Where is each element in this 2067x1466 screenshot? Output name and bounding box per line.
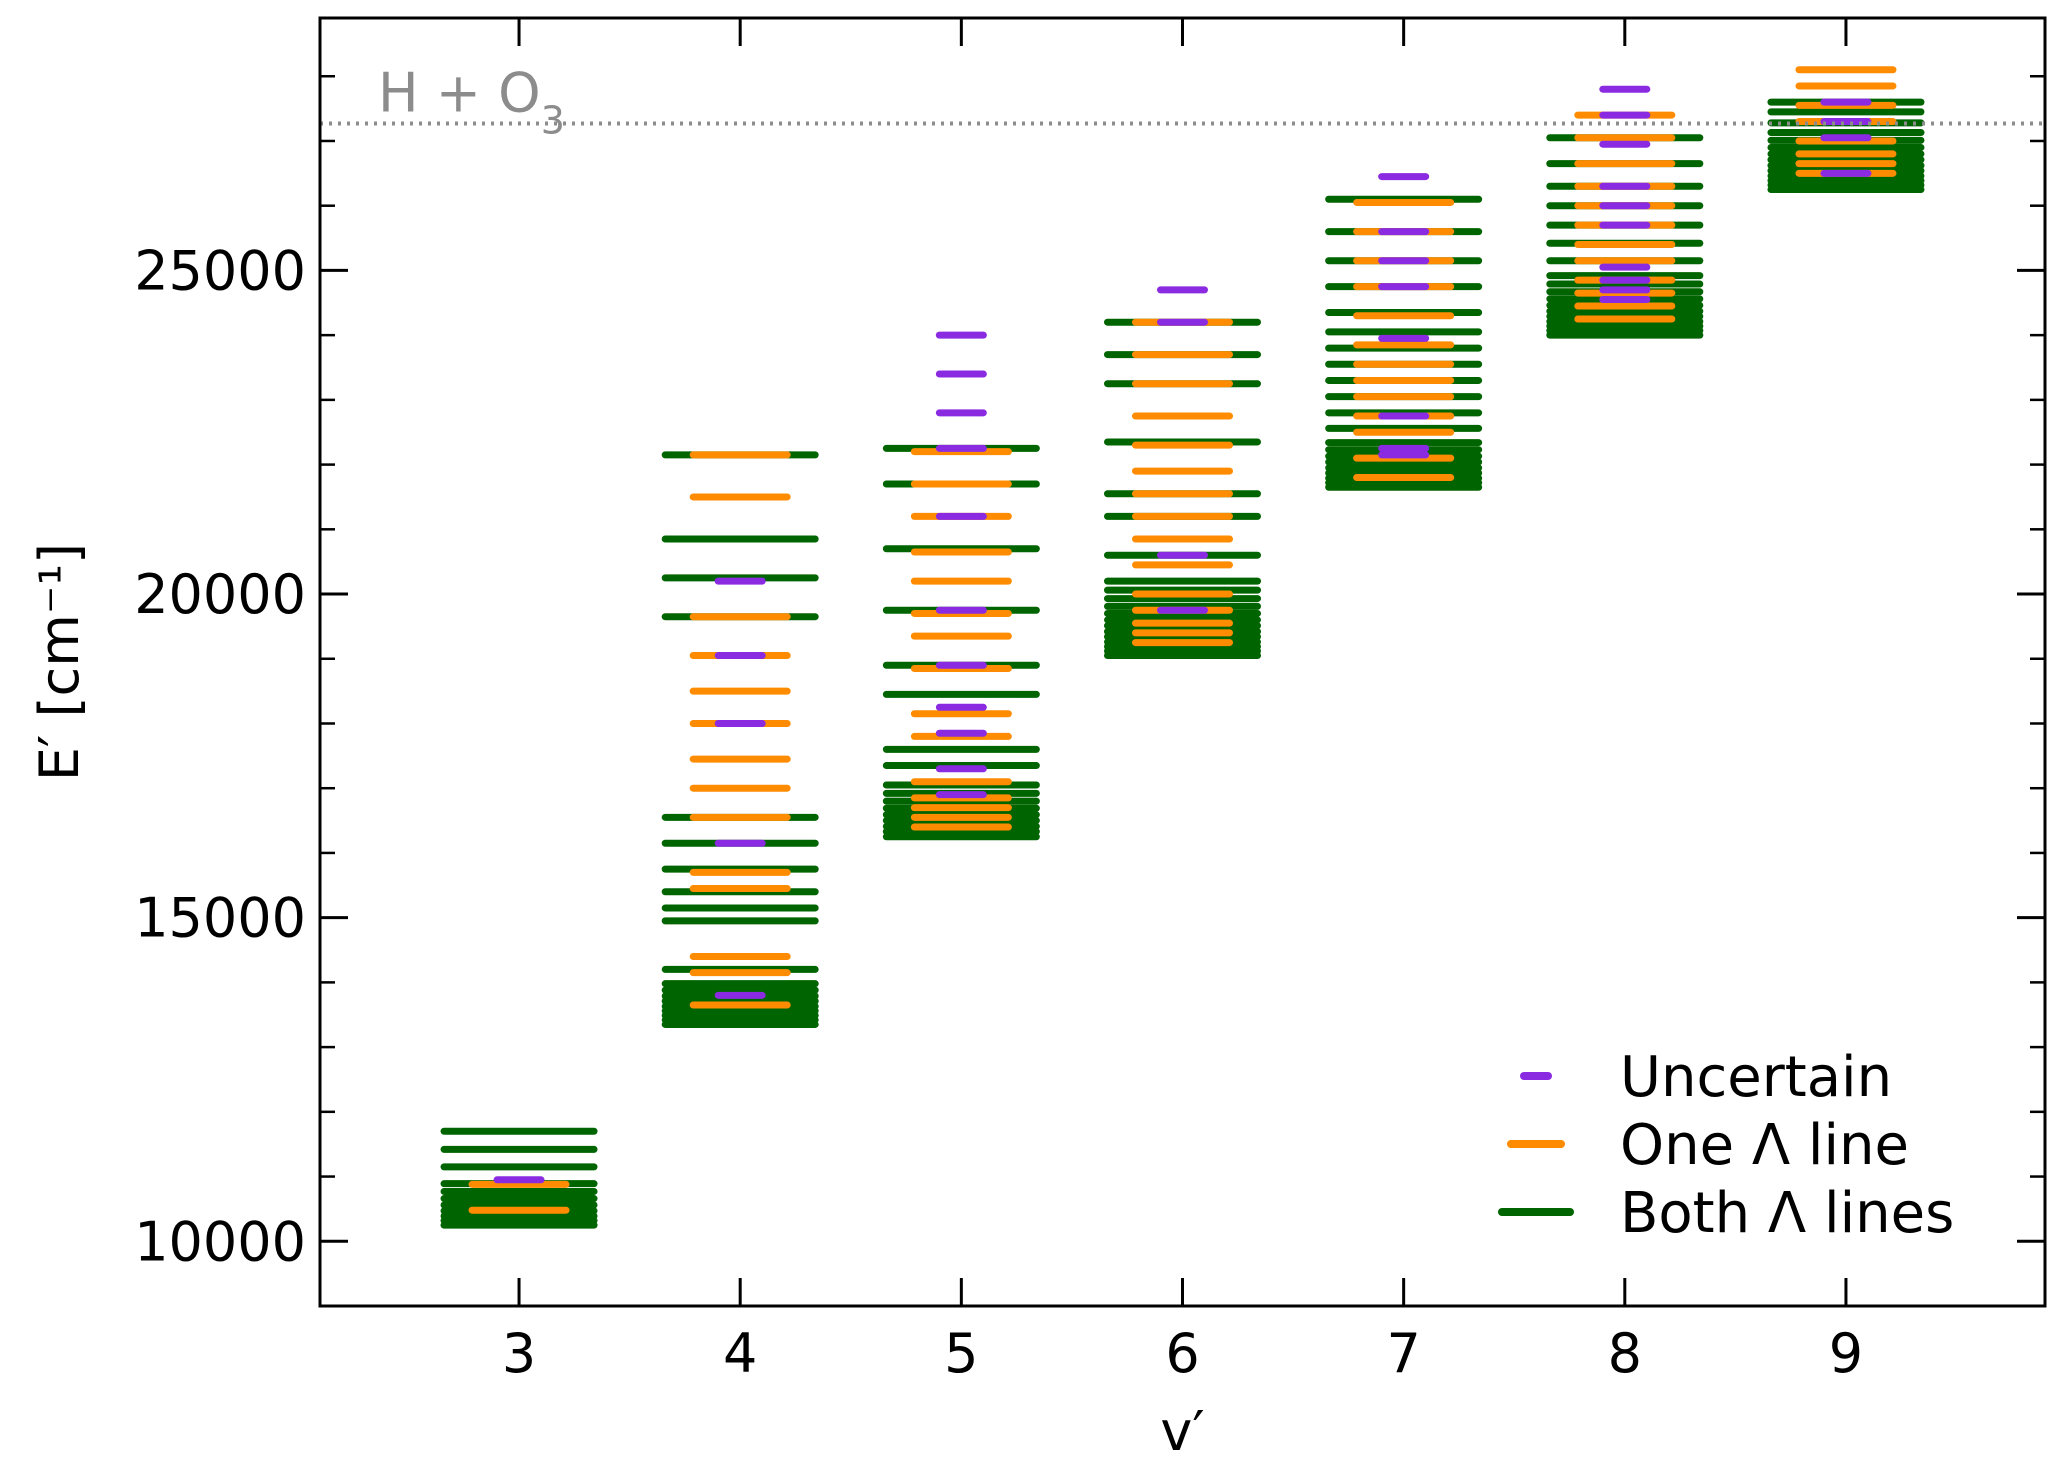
series-2 [493, 85, 1872, 1184]
x-tick-label: 7 [1386, 1322, 1420, 1385]
legend-item: Both Λ lines [1498, 1181, 1954, 1246]
legend-label: Uncertain [1620, 1045, 1892, 1110]
legend-label: One Λ line [1620, 1113, 1909, 1178]
marks-layer [440, 66, 1925, 1229]
x-tick-label: 8 [1608, 1322, 1642, 1385]
y-tick-label: 20000 [134, 563, 306, 626]
y-tick-label: 25000 [134, 239, 306, 302]
reference-label-subscript: 3 [541, 98, 565, 142]
y-tick-label: 10000 [134, 1210, 306, 1273]
y-tick-label: 15000 [134, 887, 306, 950]
legend-item: Uncertain [1520, 1045, 1892, 1110]
x-tick-label: 3 [502, 1322, 536, 1385]
x-axis-label: v′ [1160, 1400, 1204, 1463]
x-tick-label: 5 [944, 1322, 978, 1385]
x-tick-label: 9 [1829, 1322, 1863, 1385]
legend-label: Both Λ lines [1620, 1181, 1954, 1246]
x-tick-label: 6 [1165, 1322, 1199, 1385]
x-tick-label: 4 [723, 1322, 757, 1385]
axes-layer: 3 4 5 6 7 8 9 10000 15000 20000 25000 v′ E′ [cm⁻¹] [28, 16, 2047, 1463]
y-axis-label: E′ [cm⁻¹] [28, 543, 91, 781]
legend-item: One Λ line [1507, 1113, 1909, 1178]
